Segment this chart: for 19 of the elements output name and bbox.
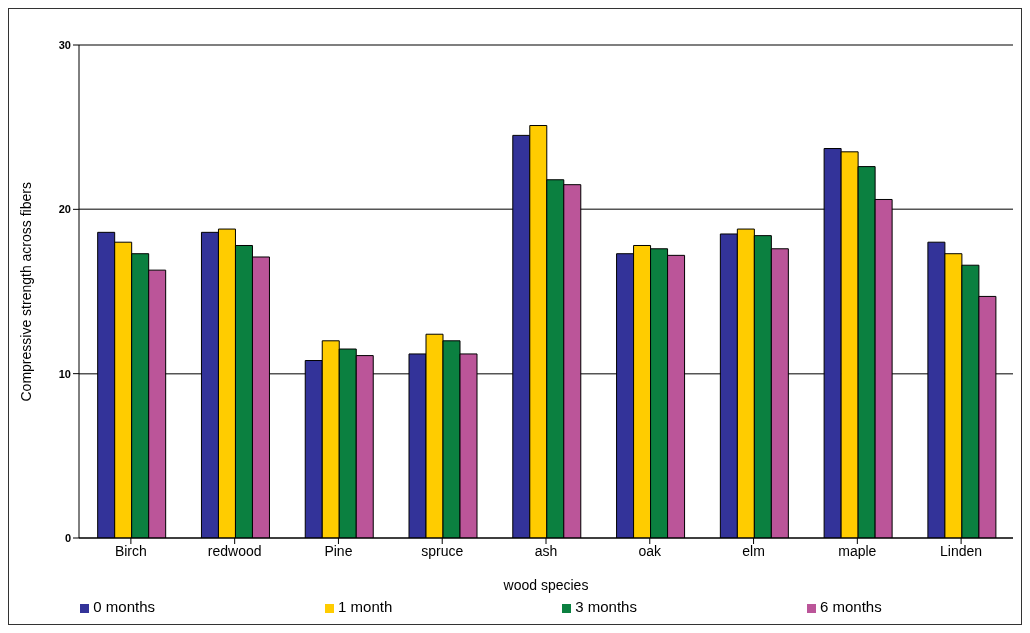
x-tick-label: Linden [940,542,983,559]
x-tick-label: Pine [324,542,353,559]
x-axis-title: wood species [502,577,589,593]
x-tick-label: elm [742,542,765,559]
x-tick-label: spruce [421,542,464,559]
y-tick-label: 30 [58,38,71,51]
x-tick-label: maple [838,542,877,559]
x-tick-label: oak [638,542,663,559]
y-tick-label: 20 [58,203,71,216]
legend-label: 0 months [93,598,156,615]
x-tick-label: Birch [114,542,147,559]
y-tick-label: 10 [58,367,71,380]
y-tick-label: 0 [64,531,71,544]
legend-label: 3 months [575,598,637,615]
y-axis-title: Compressive strength across fibers [17,182,34,402]
legend-label: 1 month [338,598,393,615]
legend-label: 6 months [819,598,882,615]
x-tick-label: redwood [207,542,262,559]
x-tick-label: ash [534,542,558,559]
